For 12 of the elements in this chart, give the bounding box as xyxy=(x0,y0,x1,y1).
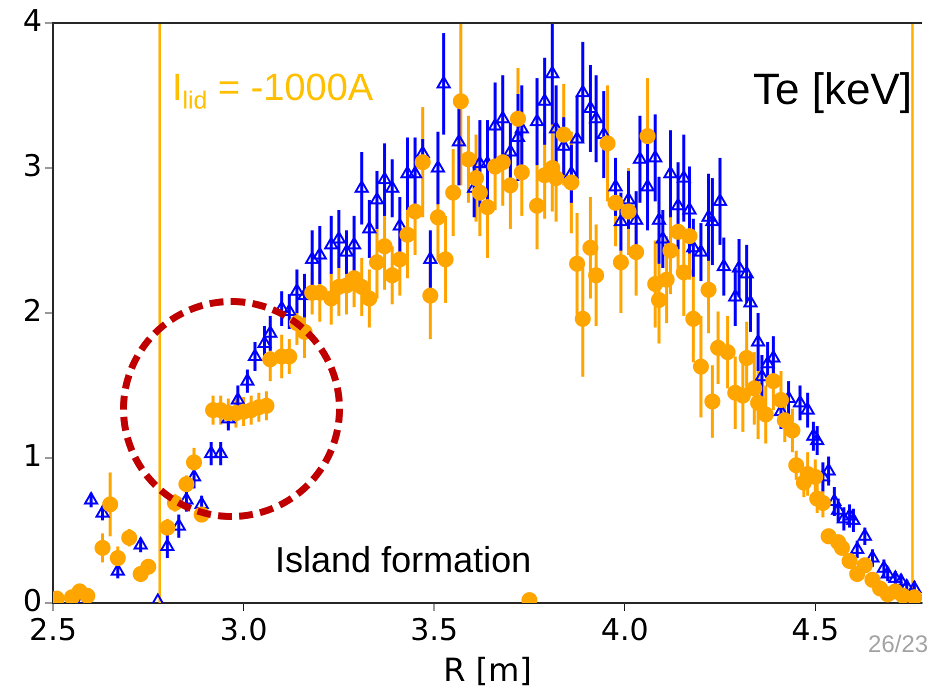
y-tick-label: 1 xyxy=(22,438,42,474)
x-tick-label: 3.5 xyxy=(410,612,458,648)
annotation: Island formation xyxy=(275,539,532,580)
x-tick-label: 4.0 xyxy=(600,612,649,648)
text: 26/23 xyxy=(868,631,928,658)
y-tick-label: 2 xyxy=(22,294,42,329)
y-tick-label: 4 xyxy=(22,4,42,39)
x-tick-label: 4.5 xyxy=(791,612,840,648)
y-tick-label: 3 xyxy=(22,148,42,184)
x-axis-title: R [m] xyxy=(443,651,532,690)
y-axis-title: Te [keV] xyxy=(753,65,912,114)
x-tick-label: 3.0 xyxy=(220,612,268,648)
